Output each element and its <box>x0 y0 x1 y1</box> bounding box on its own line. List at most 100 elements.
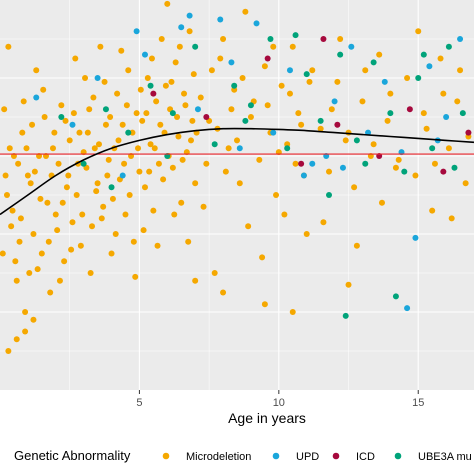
point-upd <box>69 121 76 128</box>
point-microdeletion <box>171 211 178 218</box>
point-microdeletion <box>395 156 402 163</box>
point-microdeletion <box>108 250 115 257</box>
point-ube3a-mu <box>429 145 436 152</box>
point-upd <box>443 114 450 120</box>
point-ube3a-mu <box>231 82 238 89</box>
point-microdeletion <box>306 78 313 85</box>
point-microdeletion <box>337 36 344 42</box>
point-ube3a-mu <box>337 51 344 58</box>
point-upd <box>457 36 464 42</box>
point-upd <box>426 63 433 70</box>
point-microdeletion <box>130 238 137 245</box>
point-microdeletion <box>286 90 293 97</box>
point-microdeletion <box>8 223 15 230</box>
point-microdeletion <box>261 301 268 308</box>
point-microdeletion <box>154 242 161 249</box>
point-ube3a-mu <box>401 168 408 175</box>
point-ube3a-mu <box>292 32 299 39</box>
point-microdeletion <box>378 199 385 206</box>
point-microdeletion <box>79 211 86 218</box>
point-microdeletion <box>107 114 114 120</box>
point-ube3a-mu <box>125 129 132 136</box>
point-microdeletion <box>95 141 102 148</box>
point-microdeletion <box>59 199 66 206</box>
point-microdeletion <box>222 168 229 175</box>
point-ube3a-mu <box>445 43 452 50</box>
point-microdeletion <box>54 227 61 234</box>
legend-key <box>394 452 402 460</box>
point-ube3a-mu <box>169 110 176 117</box>
point-microdeletion <box>155 160 162 167</box>
point-ube3a-mu <box>317 117 324 124</box>
point-microdeletion <box>326 168 333 175</box>
point-icd <box>203 114 210 120</box>
x-axis-ticks: 5 10 15 <box>136 390 424 409</box>
point-microdeletion <box>220 289 227 296</box>
point-microdeletion <box>51 129 58 136</box>
point-ube3a-mu <box>267 36 274 42</box>
point-microdeletion <box>118 47 125 54</box>
point-microdeletion <box>33 67 40 74</box>
point-microdeletion <box>445 145 452 152</box>
point-microdeletion <box>423 125 430 132</box>
point-microdeletion <box>181 90 188 97</box>
point-microdeletion <box>65 172 72 179</box>
point-microdeletion <box>87 270 94 276</box>
point-microdeletion <box>176 43 183 50</box>
point-upd <box>253 20 260 27</box>
point-microdeletion <box>147 141 154 148</box>
point-microdeletion <box>112 231 119 237</box>
point-microdeletion <box>125 67 132 74</box>
point-microdeletion <box>228 106 235 113</box>
point-microdeletion <box>93 188 100 195</box>
point-microdeletion <box>245 223 252 230</box>
point-ube3a-mu <box>80 160 87 167</box>
point-ube3a-mu <box>284 145 291 152</box>
point-microdeletion <box>247 114 254 120</box>
point-microdeletion <box>384 117 391 124</box>
point-microdeletion <box>185 238 192 245</box>
point-ube3a-mu <box>211 141 218 148</box>
point-ube3a-mu <box>392 293 399 300</box>
point-ube3a-mu <box>247 102 254 109</box>
point-microdeletion <box>345 281 352 288</box>
point-microdeletion <box>164 0 171 7</box>
point-microdeletion <box>157 121 164 128</box>
point-microdeletion <box>5 43 12 50</box>
point-microdeletion <box>328 106 335 113</box>
point-microdeletion <box>73 192 80 198</box>
point-upd <box>119 172 126 179</box>
point-microdeletion <box>30 231 37 237</box>
point-ube3a-mu <box>459 110 466 117</box>
point-ube3a-mu <box>420 51 427 58</box>
legend-key <box>272 452 280 460</box>
point-microdeletion <box>45 238 52 245</box>
point-upd <box>186 12 193 19</box>
point-ube3a-mu <box>102 106 109 113</box>
point-microdeletion <box>392 164 399 171</box>
point-icd <box>440 168 447 175</box>
point-upd <box>331 98 338 105</box>
point-microdeletion <box>370 141 377 148</box>
point-microdeletion <box>270 43 277 50</box>
point-microdeletion <box>5 348 12 354</box>
point-microdeletion <box>6 145 13 152</box>
point-ube3a-mu <box>303 71 310 78</box>
point-microdeletion <box>37 195 44 202</box>
point-microdeletion <box>22 328 29 335</box>
point-upd <box>309 160 316 167</box>
point-microdeletion <box>137 86 144 93</box>
point-microdeletion <box>236 180 243 187</box>
point-ube3a-mu <box>108 184 115 191</box>
point-microdeletion <box>160 176 167 183</box>
legend-key <box>332 452 340 460</box>
point-microdeletion <box>104 172 111 179</box>
point-upd <box>236 145 243 152</box>
point-upd <box>348 43 355 50</box>
point-microdeletion <box>91 145 98 152</box>
point-microdeletion <box>298 121 305 128</box>
point-microdeletion <box>192 277 199 284</box>
point-microdeletion <box>90 94 97 101</box>
point-microdeletion <box>404 75 411 81</box>
point-upd <box>404 305 411 312</box>
